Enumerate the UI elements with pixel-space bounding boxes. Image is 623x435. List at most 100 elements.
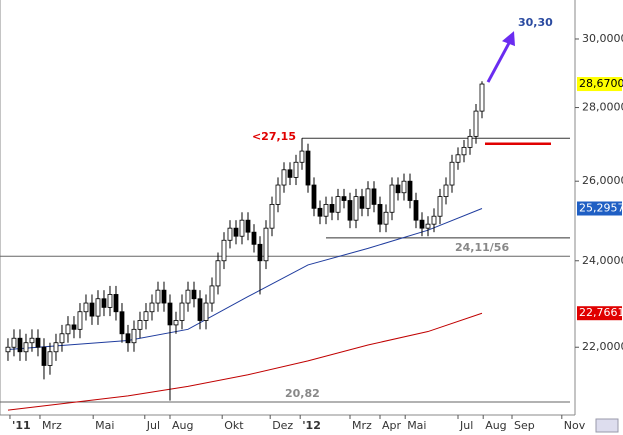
- y-tick-label: 30,0000: [582, 32, 623, 45]
- candle-body: [41, 346, 47, 366]
- last-value-label: 28,6700: [579, 77, 623, 90]
- candle-body: [71, 324, 77, 330]
- candle-body: [17, 337, 23, 353]
- candle-body: [413, 200, 419, 221]
- candle-body: [311, 184, 317, 209]
- candle-body: [353, 196, 359, 221]
- candle-body: [11, 337, 17, 348]
- candle-body: [197, 298, 203, 321]
- candle-body: [167, 302, 173, 326]
- level-label: 20,82: [285, 387, 320, 400]
- candle-body: [359, 196, 365, 209]
- candle-body: [275, 184, 281, 205]
- x-tick-label: Nov: [564, 419, 586, 432]
- x-tick-label: Dez: [272, 419, 293, 432]
- last-value-label: 25,2957: [579, 201, 623, 214]
- y-tick-label: 28,0000: [582, 101, 623, 114]
- candle-body: [479, 83, 485, 112]
- y-tick-label: 24,0000: [582, 254, 623, 267]
- candle-body: [203, 302, 209, 321]
- candle-body: [389, 184, 395, 213]
- moving-average: [7, 208, 483, 350]
- candle-body: [425, 223, 431, 229]
- candle-body: [47, 351, 53, 366]
- plot-area: [0, 0, 575, 415]
- candle-body: [53, 342, 59, 353]
- candle-body: [335, 196, 341, 213]
- candle-body: [443, 184, 449, 198]
- candle-body: [209, 285, 215, 304]
- last-value-label: 22,7661: [579, 306, 623, 319]
- x-tick-label: Jul: [146, 419, 160, 432]
- candle-body: [287, 169, 293, 178]
- candle-body: [299, 150, 305, 163]
- candle-body: [377, 204, 383, 225]
- candle-body: [119, 311, 125, 335]
- candle-body: [323, 204, 329, 217]
- level-label: 24,11/56: [455, 241, 509, 254]
- candle-body: [155, 289, 161, 304]
- last-value-box: [577, 77, 622, 92]
- candle-body: [143, 311, 149, 321]
- candle-body: [371, 188, 377, 205]
- x-tick-label: Mrz: [42, 419, 62, 432]
- candle-body: [89, 302, 95, 317]
- candle-body: [407, 180, 413, 201]
- candle-body: [383, 211, 389, 225]
- y-tick-label: 22,0000: [582, 340, 623, 353]
- candle-body: [161, 289, 167, 304]
- level-label: <27,15: [252, 130, 296, 143]
- candle-body: [83, 302, 89, 313]
- candle-body: [215, 260, 221, 287]
- target-arrowhead: [501, 31, 515, 47]
- candle-body: [5, 346, 11, 353]
- moving-average: [7, 312, 483, 411]
- x-tick-label: Mai: [95, 419, 114, 432]
- x-tick-label: Mai: [407, 419, 426, 432]
- candle-body: [473, 110, 479, 137]
- candle-body: [149, 302, 155, 313]
- corner-icon[interactable]: [595, 418, 619, 433]
- candle-body: [245, 219, 251, 233]
- candle-body: [461, 146, 467, 156]
- candle-body: [137, 320, 143, 330]
- candle-body: [269, 204, 275, 229]
- candle-body: [341, 196, 347, 201]
- x-tick-label: Jul: [459, 419, 473, 432]
- x-tick-label: Aug: [485, 419, 506, 432]
- candle-body: [173, 320, 179, 326]
- candle-body: [113, 294, 119, 313]
- candle-body: [419, 219, 425, 229]
- candle-body: [107, 294, 113, 308]
- candle-body: [365, 188, 371, 209]
- candle-body: [29, 337, 35, 344]
- candle-body: [263, 227, 269, 262]
- x-tick-label: Aug: [172, 419, 193, 432]
- target-label: 30,30: [518, 16, 553, 29]
- candle-body: [437, 196, 443, 217]
- candle-body: [65, 324, 71, 335]
- x-tick-label: Okt: [224, 419, 244, 432]
- candle-body: [35, 337, 41, 348]
- candle-body: [347, 200, 353, 221]
- last-value-box: [577, 306, 622, 321]
- candle-body: [251, 231, 257, 245]
- candle-body: [401, 180, 407, 194]
- candle-body: [95, 298, 101, 317]
- candle-body: [131, 328, 137, 344]
- candle-body: [185, 289, 191, 304]
- candle-body: [431, 215, 437, 225]
- x-tick-label: Apr: [382, 419, 402, 432]
- candle-body: [305, 150, 311, 186]
- x-tick-label: '12: [302, 419, 321, 432]
- candle-body: [293, 161, 299, 178]
- y-tick-label: 26,0000: [582, 174, 623, 187]
- last-value-box: [577, 201, 622, 216]
- candle-body: [449, 161, 455, 186]
- candle-body: [125, 333, 131, 344]
- candle-body: [77, 311, 83, 330]
- candle-body: [227, 227, 233, 241]
- x-tick-label: Mrz: [352, 419, 372, 432]
- target-arrow: [486, 42, 511, 83]
